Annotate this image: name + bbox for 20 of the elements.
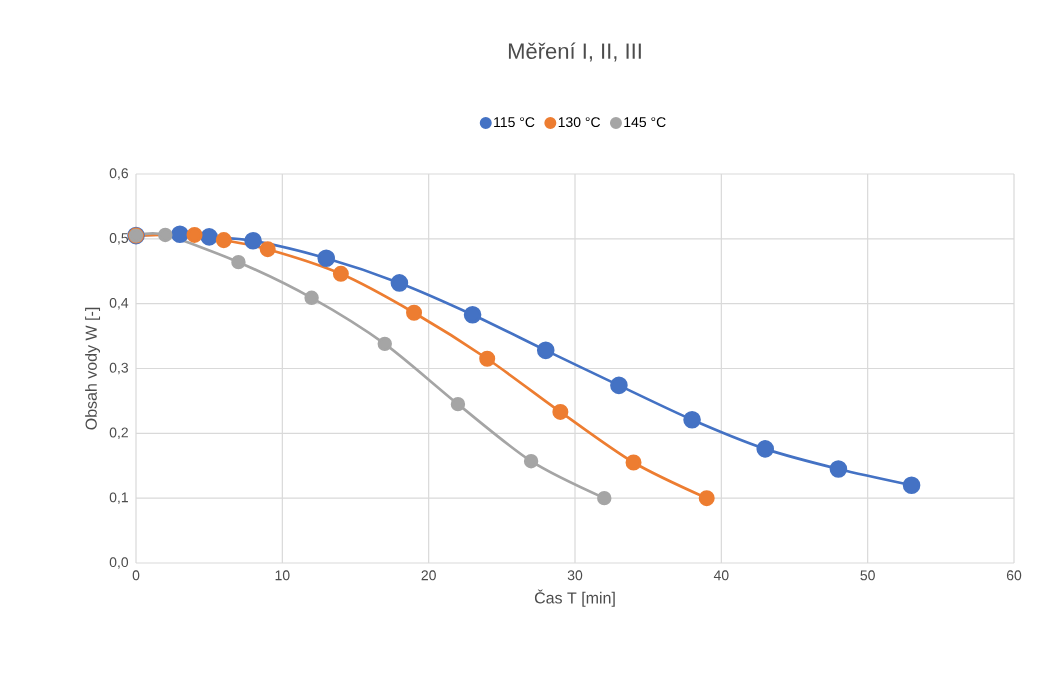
- legend-label: 145 °C: [624, 117, 666, 128]
- x-tick-label: 10: [275, 570, 290, 581]
- legend-label: 115 °C: [494, 117, 535, 128]
- y-tick-label: 0,2: [109, 427, 128, 440]
- x-tick-label: 40: [713, 570, 729, 581]
- x-tick-label: 20: [421, 570, 436, 581]
- y-tick-label: 0,5: [109, 233, 129, 245]
- x-axis-title: Čas T [min]: [534, 589, 615, 607]
- x-tick-label: 30: [567, 570, 583, 581]
- x-tick-label: 50: [860, 570, 875, 581]
- y-tick-label: 0,4: [109, 297, 129, 310]
- x-tick-label: 60: [1006, 570, 1022, 581]
- y-axis-title: Obsah vody W [-]: [85, 307, 101, 430]
- y-tick-label: 0,3: [109, 362, 129, 375]
- legend-label: 130 °C: [558, 117, 601, 128]
- y-tick-label: 0,1: [109, 492, 128, 504]
- chart-title: Měření I, II, III: [508, 42, 641, 62]
- y-tick-label: 0,6: [109, 168, 129, 180]
- y-tick-label: 0,0: [109, 557, 129, 569]
- x-tick-label: 0: [132, 570, 140, 581]
